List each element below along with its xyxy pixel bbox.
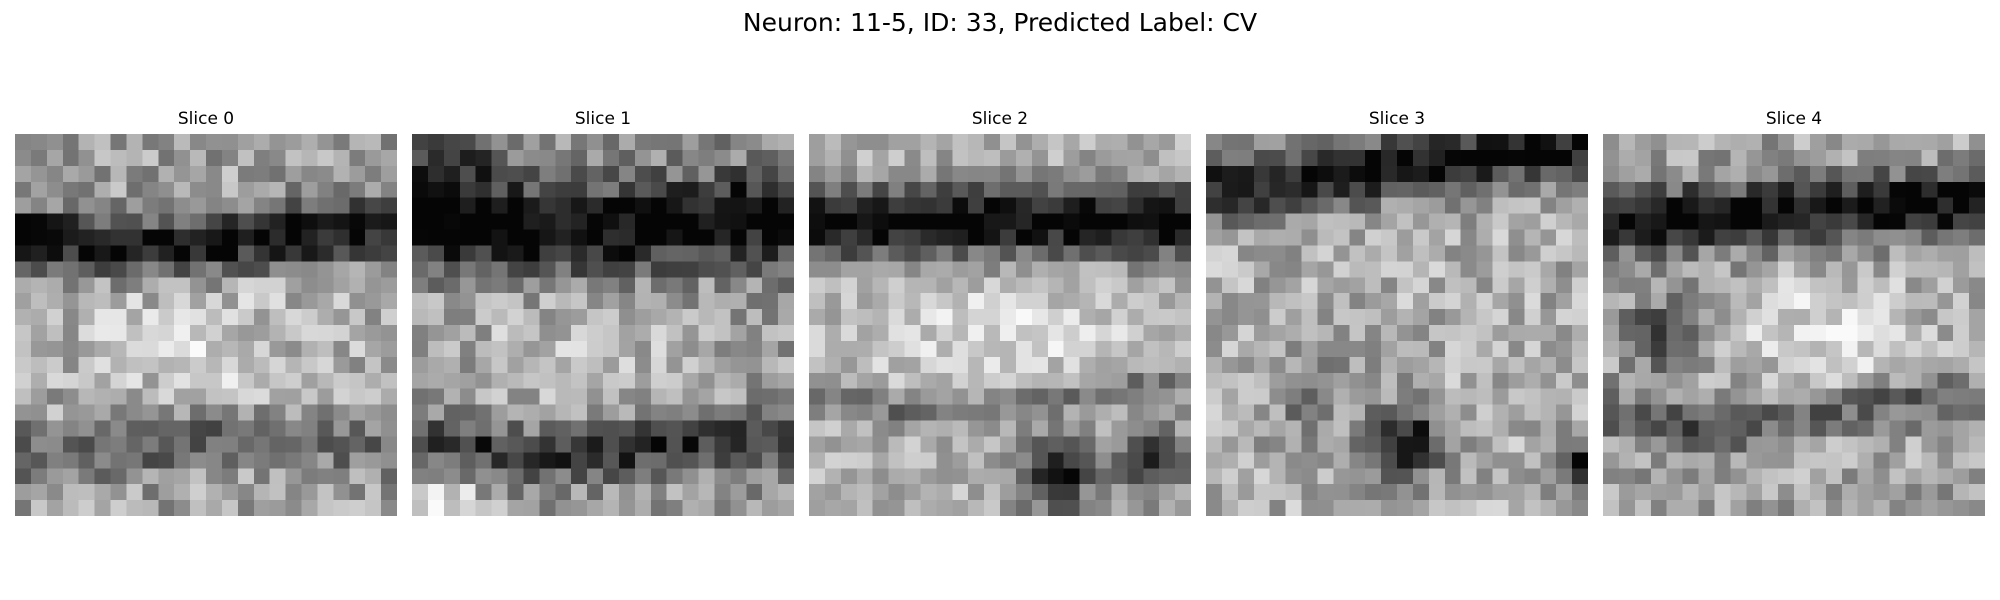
slice-title: Slice 3 [1368,109,1426,129]
slice-image [1603,134,1985,516]
figure-title: Neuron: 11-5, ID: 33, Predicted Label: C… [742,8,1258,37]
slice-image [15,134,397,516]
slice-title: Slice 2 [971,109,1029,129]
slice-image [412,134,794,516]
slice-panel-4: Slice 4 [1603,106,1985,516]
slice-panel-1: Slice 1 [412,106,794,516]
slice-panel-2: Slice 2 [809,106,1191,516]
slice-title: Slice 4 [1765,109,1823,129]
slice-panel-0: Slice 0 [15,106,397,516]
slice-title: Slice 1 [574,109,632,129]
slice-image [809,134,1191,516]
slice-image [1206,134,1588,516]
slice-panel-3: Slice 3 [1206,106,1588,516]
slice-title: Slice 0 [177,109,235,129]
